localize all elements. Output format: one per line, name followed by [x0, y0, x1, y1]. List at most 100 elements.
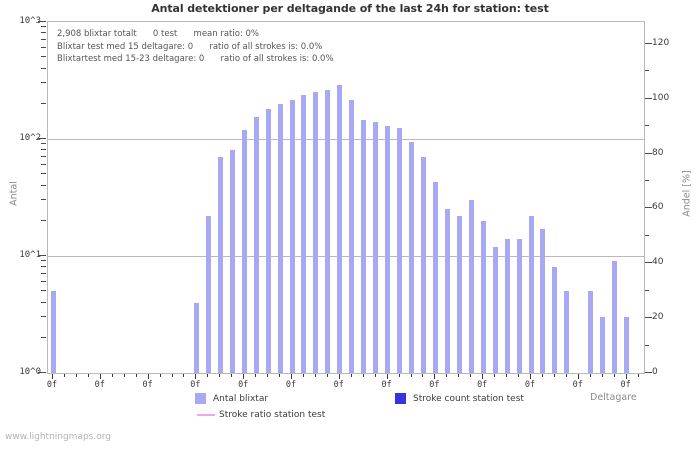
- bar: [444, 209, 450, 373]
- y-axis-left-tick: [41, 143, 46, 145]
- bar: [624, 317, 630, 373]
- y-axis-left-tick: [41, 173, 46, 175]
- bar: [492, 246, 498, 373]
- x-axis-tick-label: 0f: [333, 380, 344, 390]
- bar: [564, 291, 570, 373]
- y-axis-left-tick: [41, 163, 46, 165]
- y-axis-left-tick-label: 10^2: [19, 133, 41, 143]
- bar: [409, 141, 414, 373]
- y-axis-right-tick: [644, 317, 652, 319]
- x-axis-tick: [207, 373, 209, 377]
- y-axis-right-tick-label: 60: [652, 202, 664, 213]
- y-axis-left-tick: [41, 301, 46, 303]
- x-axis-tick: [302, 373, 304, 377]
- x-axis-tick: [267, 373, 269, 377]
- x-axis-tick: [183, 373, 185, 377]
- y-axis-left-tick-label: 10^3: [19, 16, 41, 26]
- y-axis-right-tick-label: 40: [652, 257, 664, 268]
- y-axis-right-tick: [644, 152, 652, 154]
- legend-label: Antal blixtar: [213, 393, 269, 404]
- bar: [516, 238, 522, 373]
- bar: [600, 317, 606, 373]
- x-axis-tick-label: 0f: [381, 380, 392, 390]
- x-axis-tick-label: 0f: [477, 380, 488, 390]
- bar: [277, 103, 283, 373]
- x-axis-tick: [231, 373, 233, 377]
- y-axis-left-tick: [41, 199, 46, 201]
- x-axis-tick-label: 0f: [285, 380, 297, 390]
- x-axis-tick: [530, 373, 531, 379]
- bar: [504, 238, 510, 373]
- x-axis-title: Deltagare: [590, 392, 637, 403]
- bar: [241, 129, 247, 373]
- y-axis-left-tick-label: 10^0: [19, 367, 41, 377]
- legend-color-swatch: [395, 393, 406, 404]
- y-axis-right-tick: [644, 234, 649, 236]
- legend-item[interactable]: Stroke ratio station test: [197, 410, 325, 420]
- y-axis-left-tick: [41, 32, 46, 34]
- bar: [325, 90, 331, 373]
- bar: [349, 100, 355, 373]
- legend-item[interactable]: Stroke count station test: [395, 393, 524, 404]
- x-axis-tick: [434, 373, 436, 379]
- bar: [361, 120, 367, 373]
- y-axis-right-tick: [644, 180, 649, 182]
- x-axis-tick-label: 0f: [238, 380, 249, 390]
- x-axis-tick: [494, 373, 496, 377]
- bar: [217, 157, 223, 373]
- x-axis-tick: [541, 373, 543, 377]
- x-axis-tick: [565, 373, 567, 377]
- bar: [289, 100, 295, 373]
- chart-annotations: 2,908 blixtar totalt 0 test mean ratio: …: [57, 28, 334, 66]
- y-axis-right-tick: [644, 344, 649, 346]
- x-axis-tick: [338, 373, 340, 379]
- y-axis-left-tick: [38, 255, 46, 256]
- x-axis-tick: [458, 373, 460, 377]
- bar: [612, 261, 618, 373]
- y-axis-left-tick: [41, 316, 46, 318]
- y-axis-left-tick: [41, 290, 46, 292]
- bar: [193, 302, 199, 373]
- y-axis-right-tick: [644, 125, 649, 127]
- bar: [420, 157, 426, 373]
- x-axis-tick: [291, 373, 292, 379]
- bar: [588, 291, 594, 373]
- x-axis-tick: [518, 373, 520, 377]
- plot-inner: [48, 22, 644, 373]
- y-axis-right-tick: [644, 207, 652, 209]
- x-axis-tick: [362, 373, 364, 377]
- bar: [229, 150, 235, 373]
- legend-item[interactable]: Antal blixtar: [195, 393, 268, 404]
- legend-label: Stroke count station test: [413, 393, 524, 404]
- bar: [253, 116, 259, 373]
- x-axis-tick: [637, 373, 639, 377]
- bar: [456, 215, 462, 373]
- y-axis-right-tick-label: 0: [652, 367, 658, 377]
- x-axis-tick: [63, 373, 65, 377]
- chart-title: Antal detektioner per deltagande of the …: [151, 2, 549, 15]
- bar: [373, 121, 379, 373]
- y-axis-left-tick-label: 10^1: [19, 250, 41, 260]
- footer-url: www.lightningmaps.org: [5, 432, 111, 442]
- bar: [337, 84, 343, 373]
- plot-area: [47, 21, 645, 374]
- gridline: [48, 256, 644, 257]
- x-axis-tick-label: 0f: [190, 380, 201, 390]
- x-axis-tick: [601, 373, 603, 377]
- x-axis-tick: [422, 373, 424, 377]
- legend-color-swatch: [195, 393, 206, 404]
- x-axis-tick: [350, 373, 352, 377]
- bar: [50, 291, 56, 373]
- bar: [313, 92, 319, 373]
- x-axis-tick: [99, 373, 101, 379]
- bar: [468, 200, 474, 373]
- y-axis-left-tick: [41, 102, 46, 104]
- y-axis-left-tick: [41, 56, 46, 58]
- y-axis-left-tick: [41, 336, 46, 338]
- y-axis-right-tick: [644, 97, 652, 99]
- x-axis-tick: [398, 373, 400, 377]
- x-axis-tick: [553, 373, 555, 377]
- x-axis-tick: [314, 373, 316, 377]
- x-axis-tick: [577, 373, 579, 379]
